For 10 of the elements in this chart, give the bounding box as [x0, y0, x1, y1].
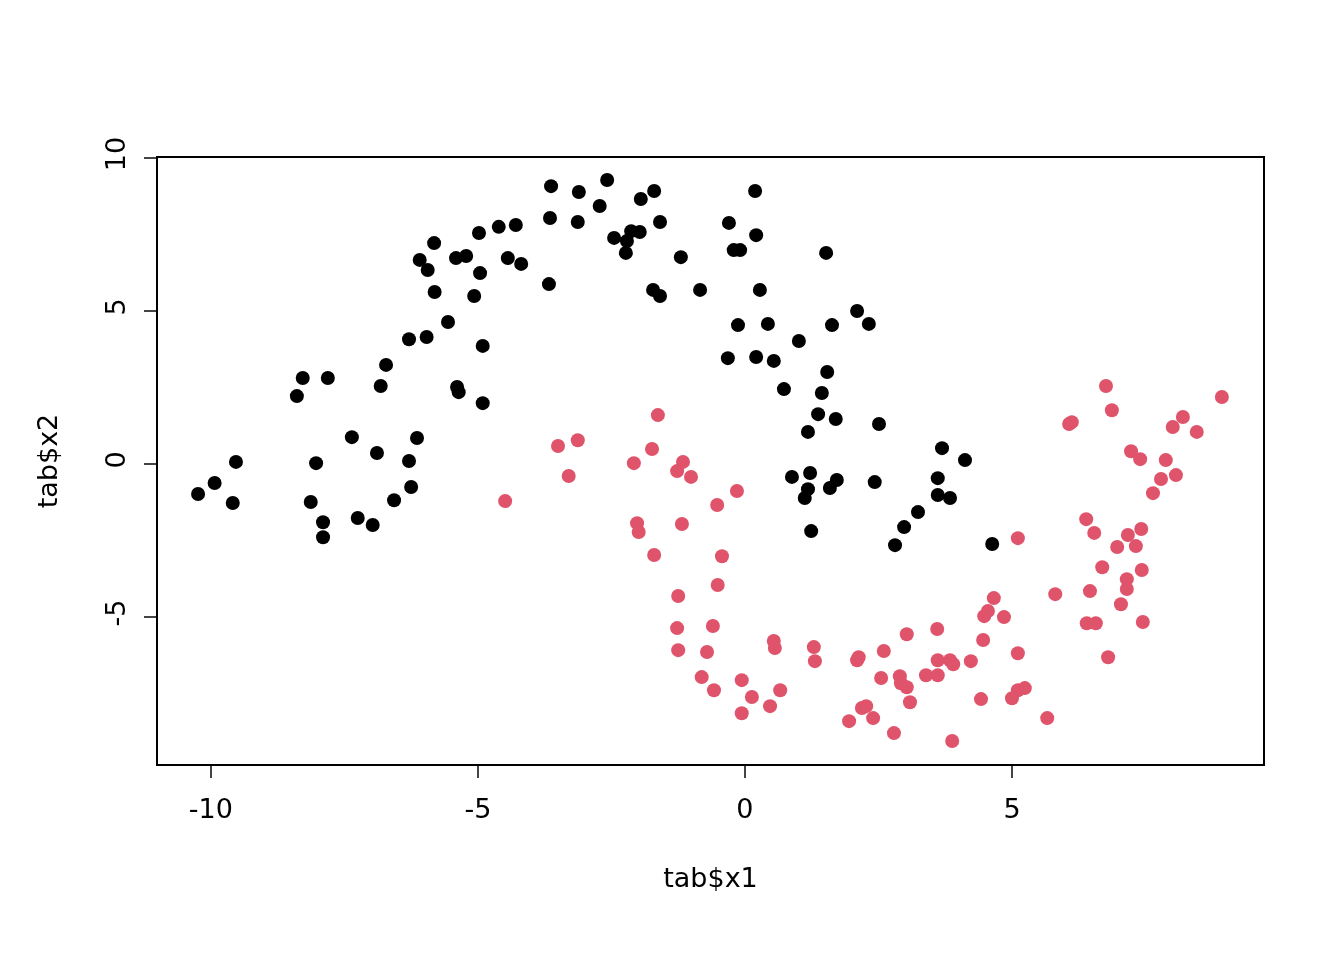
y-tick-label: -5: [100, 599, 132, 627]
y-tick-label: 0: [100, 451, 132, 469]
x-tick-label: 5: [1003, 793, 1021, 825]
x-tick-label: -5: [464, 793, 492, 825]
y-axis-title: tab$x2: [32, 413, 63, 509]
y-tick-label: 5: [100, 298, 132, 316]
x-tick-label: -10: [188, 793, 233, 825]
y-tick-label: 10: [100, 136, 132, 172]
x-tick-label: 0: [736, 793, 754, 825]
x-axis-title: tab$x1: [663, 862, 758, 894]
